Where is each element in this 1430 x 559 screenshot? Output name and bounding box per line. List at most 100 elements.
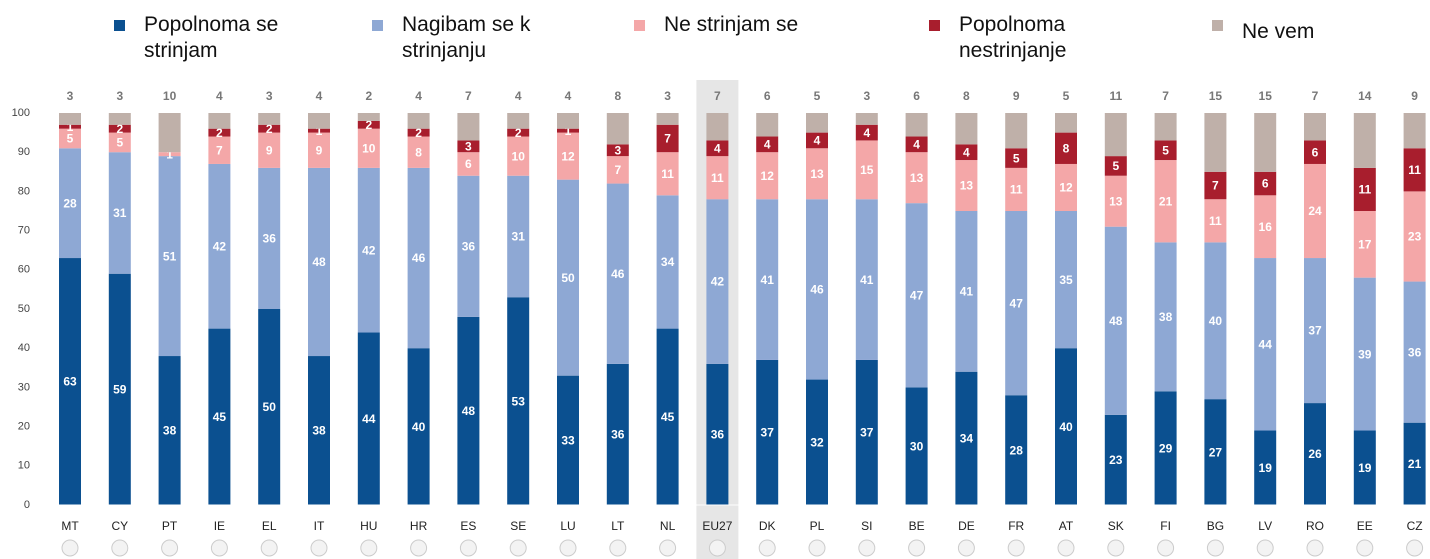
x-tick-label: FI xyxy=(1160,519,1171,533)
bar-segment xyxy=(457,316,480,505)
bar-segment xyxy=(158,156,181,357)
value-label: 11 xyxy=(1408,163,1421,177)
y-tick-label: 30 xyxy=(18,381,30,393)
bar-segment xyxy=(158,113,181,153)
value-label: 15 xyxy=(1259,89,1273,103)
value-label: 47 xyxy=(1010,296,1024,310)
y-tick-label: 10 xyxy=(18,460,30,472)
bar-segment xyxy=(557,375,579,505)
legend-label: Popolnoma se strinjam xyxy=(144,13,279,62)
flag-icon xyxy=(1007,539,1025,557)
value-label: 5 xyxy=(1112,159,1119,173)
bar-segment xyxy=(1005,211,1028,396)
bar-segment xyxy=(905,152,928,204)
value-label: 23 xyxy=(1408,230,1422,244)
bar-segment xyxy=(507,113,530,129)
bar-segment xyxy=(507,297,530,505)
bar-segment xyxy=(905,203,928,388)
bar-segment xyxy=(357,332,380,505)
value-label: 37 xyxy=(860,426,874,440)
bar-segment xyxy=(905,136,928,153)
bar-segment xyxy=(357,113,380,121)
value-label: 41 xyxy=(960,285,974,299)
bar-segment xyxy=(308,167,330,357)
value-label: 10 xyxy=(362,141,376,155)
flag-icon xyxy=(1356,539,1374,557)
bar-segment xyxy=(258,124,281,133)
bar-segment xyxy=(308,132,330,168)
x-tick-label: SK xyxy=(1108,519,1124,533)
bar-segment xyxy=(606,363,629,505)
value-label: 42 xyxy=(213,239,227,253)
value-label: 42 xyxy=(711,275,725,289)
value-label: 4 xyxy=(913,138,920,152)
value-label: 8 xyxy=(1063,141,1070,155)
value-label: 1 xyxy=(565,124,572,138)
bar-segment xyxy=(1104,414,1127,505)
flag-icon xyxy=(210,539,228,557)
bar-segment xyxy=(208,163,231,329)
bar-segment xyxy=(1403,191,1426,282)
bar-segment xyxy=(1204,399,1227,505)
bar-segment xyxy=(308,113,330,129)
bar-segment xyxy=(357,167,380,333)
bar-segment xyxy=(557,132,579,180)
value-label: 46 xyxy=(611,267,625,281)
bar-segment xyxy=(606,144,629,157)
x-tick-label: SE xyxy=(510,519,526,533)
bar-segment xyxy=(457,113,480,141)
bar-segment xyxy=(955,371,978,505)
bar-segment xyxy=(756,359,779,505)
bar-segment xyxy=(1055,211,1077,349)
value-label: 8 xyxy=(415,145,422,159)
value-label: 47 xyxy=(910,288,924,302)
value-label: 28 xyxy=(1010,443,1024,457)
value-label: 5 xyxy=(1013,151,1020,165)
bar-segment xyxy=(955,160,978,211)
y-tick-label: 40 xyxy=(18,342,30,354)
bar-segment xyxy=(806,113,828,133)
value-label: 14 xyxy=(1358,89,1372,103)
value-label: 40 xyxy=(1059,420,1073,434)
value-label: 12 xyxy=(1059,181,1073,195)
value-label: 2 xyxy=(365,89,372,103)
value-label: 36 xyxy=(1408,345,1422,359)
value-label: 13 xyxy=(960,179,974,193)
value-label: 40 xyxy=(1209,314,1223,328)
bar-segment xyxy=(457,175,480,317)
bar-segment xyxy=(606,156,629,184)
value-label: 51 xyxy=(163,249,177,263)
value-label: 41 xyxy=(761,273,775,287)
value-label: 13 xyxy=(910,171,924,185)
value-label: 2 xyxy=(216,126,223,140)
flag-icon xyxy=(459,539,477,557)
x-tick-label: EL xyxy=(262,519,277,533)
bar-segment xyxy=(955,113,978,145)
flag-icon xyxy=(360,539,378,557)
bar-segment xyxy=(1403,148,1426,192)
bar-segment xyxy=(855,113,878,125)
bar-segment xyxy=(606,113,629,145)
value-label: 2 xyxy=(415,126,422,140)
bar-segment xyxy=(656,195,679,329)
legend-swatch xyxy=(114,20,125,31)
flag-icon xyxy=(1306,539,1324,557)
legend-label: Ne strinjam se xyxy=(664,13,799,36)
bar-segment xyxy=(1304,163,1326,259)
value-label: 41 xyxy=(860,273,874,287)
bar-segment xyxy=(457,140,480,153)
flag-icon xyxy=(111,539,129,557)
value-label: 1 xyxy=(316,124,323,138)
bar-segment xyxy=(1154,242,1177,392)
flag-icon xyxy=(609,539,627,557)
y-tick-label: 100 xyxy=(12,107,30,119)
bar-segment xyxy=(806,148,828,200)
flag-icon xyxy=(559,539,577,557)
legend-label: Ne vem xyxy=(1242,20,1315,43)
value-label: 11 xyxy=(711,171,724,185)
flag-icon xyxy=(161,539,179,557)
x-tick-label: PT xyxy=(162,519,178,533)
legend-swatch xyxy=(372,20,383,31)
value-label: 44 xyxy=(1259,337,1273,351)
